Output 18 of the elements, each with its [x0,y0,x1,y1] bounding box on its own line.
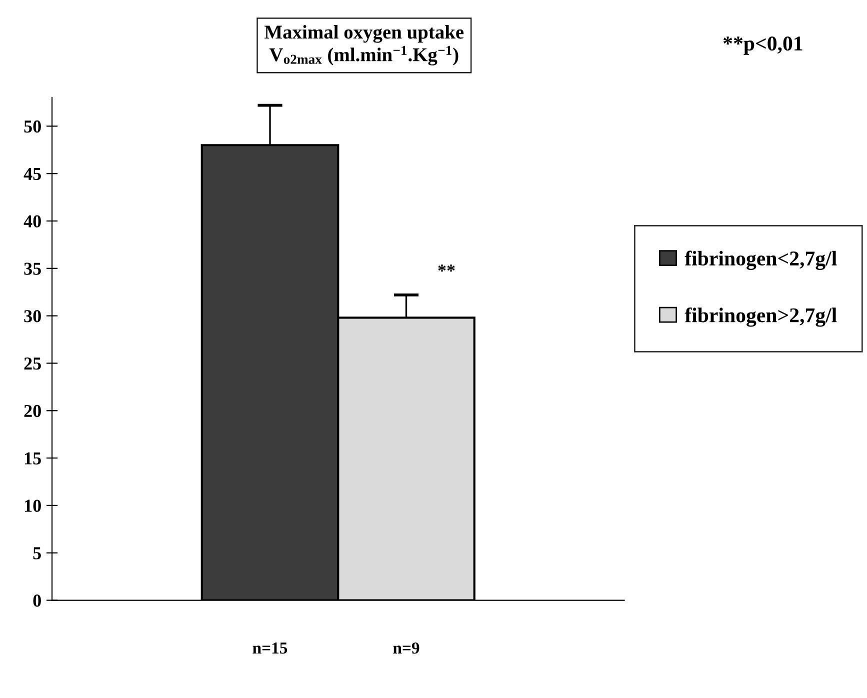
text: **p<0,01 [723,36,802,55]
y-tick-label: 25 [24,358,41,370]
y-tick-label: 35 [24,262,41,275]
y-tick-label: 15 [24,452,41,464]
legend-label: fibrinogen<2,7g/l [684,250,837,270]
legend-label: fibrinogen>2,7g/l [684,307,837,327]
y-tick-label: 50 [24,120,41,133]
x-tick-label: n=9 [393,642,420,654]
y-tick-label: 40 [24,215,41,228]
annotation: ** [438,264,455,272]
x-tick-label: n=15 [252,642,288,654]
y-tick-label: 5 [33,547,41,560]
y-tick-label: 45 [24,168,41,180]
y-tick-label: 30 [24,310,41,322]
y-tick-label: 10 [24,500,41,512]
y-tick-label: 0 [33,594,41,607]
chart-title: Maximal oxygen uptake V$_{o2max}$ (ml.min$^{−1}$.Kg$^{−1}$) [264,25,464,66]
y-tick-label: 20 [24,404,41,418]
